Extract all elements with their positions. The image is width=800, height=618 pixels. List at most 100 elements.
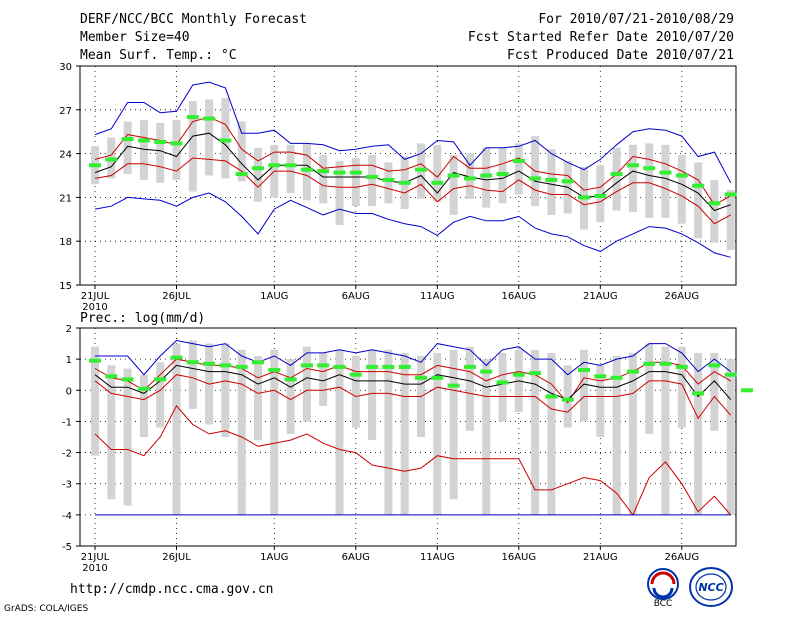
- temp-range-bar: [628, 144, 637, 212]
- temp-observed-dash: [154, 139, 167, 144]
- temp-year-label: 2010: [82, 302, 107, 313]
- temp-range-bar: [433, 144, 442, 202]
- temp-observed-dash: [529, 176, 542, 181]
- temp-observed-dash: [333, 170, 346, 175]
- prec-observed-dash: [675, 364, 688, 369]
- prec-range-bar: [547, 352, 556, 515]
- temp-observed-dash: [300, 167, 313, 172]
- temp-observed-dash: [349, 170, 362, 175]
- temp-observed-dash: [203, 116, 216, 121]
- temp-range-bar: [351, 157, 360, 207]
- bcc-logo-text: BCC: [654, 599, 673, 608]
- temp-observed-dash: [480, 173, 493, 178]
- temp-xtick-label: 16AUG: [501, 291, 536, 302]
- member-size-label: Member Size=40: [80, 30, 190, 45]
- prec-range-bar: [254, 356, 262, 441]
- temp-observed-dash: [317, 169, 330, 174]
- temp-observed-dash: [137, 138, 150, 143]
- prec-observed-dash: [268, 368, 281, 373]
- temp-xtick-label: 6AUG: [342, 291, 370, 302]
- prec-range-bar: [580, 349, 588, 422]
- temp-ytick-label: 18: [59, 237, 72, 248]
- temp-range-bar: [156, 122, 165, 183]
- temp-range-bar: [221, 98, 230, 179]
- prec-range-bar: [286, 359, 295, 434]
- ncc-logo: NCC: [688, 566, 734, 612]
- temp-ytick-label: 15: [59, 281, 72, 292]
- temp-xtick-label: 26JUL: [162, 291, 191, 302]
- prec-ytick-label: 0: [66, 386, 72, 397]
- prec-range-bar: [221, 343, 230, 437]
- prec-observed-dash: [643, 361, 656, 366]
- prec-ytick-label: -4: [62, 511, 72, 522]
- temp-range-bar: [514, 143, 523, 195]
- temp-ytick-label: 30: [59, 62, 72, 73]
- temp-range-bar: [645, 143, 654, 218]
- prec-panel-title: Prec.: log(mm/d): [80, 311, 205, 326]
- prec-observed-dash: [235, 364, 248, 369]
- prec-range-bar: [335, 349, 344, 515]
- prec-observed-dash: [186, 360, 199, 365]
- temp-observed-dash: [675, 173, 688, 178]
- temp-observed-dash: [415, 167, 427, 172]
- temp-observed-dash: [284, 163, 297, 168]
- prec-series-line: [94, 405, 732, 516]
- prec-observed-dash: [480, 369, 493, 374]
- prec-range-bar: [628, 352, 637, 515]
- prec-year-label: 2010: [82, 563, 107, 574]
- prec-observed-dash: [300, 363, 313, 368]
- temp-xtick-label: 11AUG: [420, 291, 455, 302]
- prec-range-bar: [612, 356, 621, 515]
- temp-observed-dash: [708, 201, 721, 206]
- temp-range-bar: [677, 155, 686, 224]
- temp-observed-dash: [578, 195, 590, 200]
- temp-observed-dash: [463, 176, 476, 181]
- temp-observed-dash: [89, 163, 101, 168]
- prec-frame: [79, 327, 737, 547]
- prec-observed-dash: [137, 386, 150, 391]
- prec-range-bar: [465, 346, 474, 431]
- temp-range-bar: [384, 162, 393, 204]
- temp-observed-dash: [431, 180, 444, 185]
- prec-range-bar: [384, 349, 393, 515]
- temp-range-bar: [710, 179, 719, 243]
- temp-series-line: [94, 192, 731, 258]
- temp-observed-dash: [447, 173, 460, 178]
- prec-range-bar: [726, 359, 735, 515]
- prec-range-bar: [645, 343, 654, 434]
- temp-range-bar: [254, 147, 262, 202]
- prec-range-bar: [123, 368, 132, 506]
- temp-range-bar: [449, 155, 458, 215]
- prec-range-bar: [677, 346, 686, 428]
- prec-observed-dash: [415, 375, 427, 380]
- prec-xtick-label: 16AUG: [501, 552, 536, 563]
- prec-observed-dash: [463, 364, 476, 369]
- temp-observed-dash: [398, 180, 411, 185]
- prec-xtick-label: 26AUG: [664, 552, 699, 563]
- prec-observed-dash: [333, 364, 346, 369]
- prec-range-bar: [449, 349, 458, 500]
- temp-observed-dash: [366, 174, 379, 179]
- prec-range-bar: [107, 365, 116, 500]
- temp-range-bar: [237, 121, 246, 182]
- temp-ytick-label: 24: [59, 150, 72, 161]
- prec-ytick-label: -3: [62, 480, 72, 491]
- temp-observed-dash: [643, 166, 656, 171]
- temp-range-bar: [482, 147, 491, 208]
- grads-credit: GrADS: COLA/IGES: [4, 604, 89, 614]
- prec-series-line: [94, 364, 732, 401]
- forecast-period: For 2010/07/21-2010/08/29: [538, 12, 734, 27]
- temp-observed-dash: [235, 172, 248, 177]
- prec-range-bar: [531, 349, 540, 515]
- temp-xtick-label: 21JUL: [81, 291, 110, 302]
- prec-series-line: [94, 374, 732, 420]
- bcc-logo: BCC: [642, 566, 684, 612]
- prec-observed-dash: [203, 361, 216, 366]
- prec-ytick-label: -2: [62, 449, 72, 460]
- temp-range-bar: [368, 155, 377, 207]
- temp-xtick-label: 1AUG: [260, 291, 288, 302]
- source-url[interactable]: http://cmdp.ncc.cma.gov.cn: [70, 582, 274, 597]
- temp-range-bar: [726, 190, 735, 250]
- prec-series-line: [94, 358, 731, 404]
- prec-range-bar: [433, 352, 442, 515]
